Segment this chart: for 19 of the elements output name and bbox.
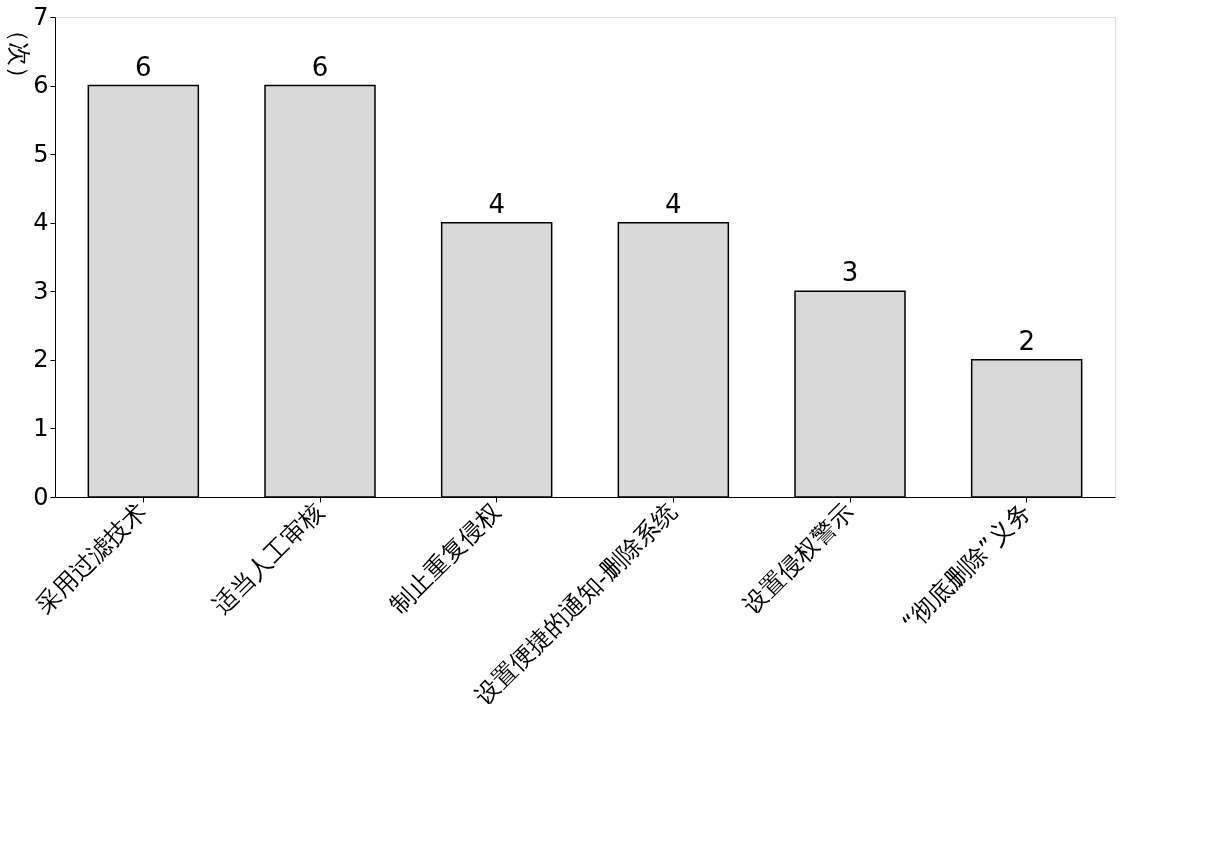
y-tick-label: 7: [33, 2, 49, 31]
y-tick-label: 4: [33, 208, 49, 237]
y-tick-label: 6: [33, 71, 49, 100]
y-tick-label: 5: [33, 139, 49, 168]
x-tick-label: 设置侵权警示: [737, 497, 860, 620]
x-tick-label: “彻底删除”义务: [896, 497, 1036, 638]
data-label: 2: [1018, 325, 1035, 356]
y-tick-label: 3: [33, 276, 49, 305]
data-label: 6: [135, 51, 152, 82]
y-tick-label: 1: [33, 413, 49, 442]
data-label: 4: [665, 188, 682, 219]
x-tick-label: 制止重复侵权: [384, 497, 506, 620]
y-tick-label: 2: [33, 345, 49, 374]
data-label: 3: [841, 257, 859, 288]
x-tick-label: 适当人工审核: [207, 497, 330, 620]
data-label: 6: [311, 51, 329, 82]
y-tick-label: 0: [33, 482, 49, 511]
y-axis-title: （次）: [4, 17, 33, 90]
data-label: 4: [488, 188, 505, 219]
